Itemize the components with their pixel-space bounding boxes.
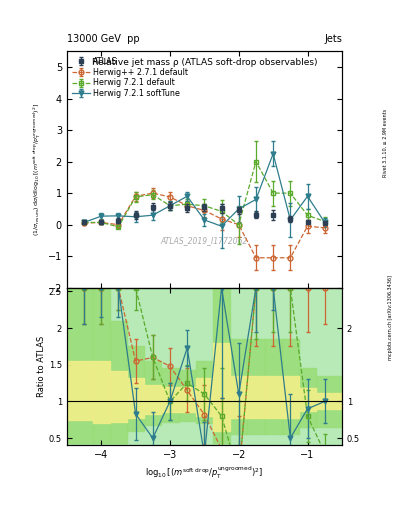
Text: mcplots.cern.ch [arXiv:1306.3436]: mcplots.cern.ch [arXiv:1306.3436]	[388, 275, 393, 360]
Text: Relative jet mass ρ (ATLAS soft-drop observables): Relative jet mass ρ (ATLAS soft-drop obs…	[92, 58, 317, 67]
Legend: ATLAS, Herwig++ 2.7.1 default, Herwig 7.2.1 default, Herwig 7.2.1 softTune: ATLAS, Herwig++ 2.7.1 default, Herwig 7.…	[71, 55, 190, 100]
Y-axis label: $(1/\sigma_{\mathrm{resum}})$ $\mathrm{d}\sigma/\mathrm{d}\log_{10}[(m^{\mathrm{: $(1/\sigma_{\mathrm{resum}})$ $\mathrm{d…	[32, 103, 43, 236]
Y-axis label: Ratio to ATLAS: Ratio to ATLAS	[37, 336, 46, 397]
Text: 13000 GeV  pp: 13000 GeV pp	[67, 33, 140, 44]
Text: ATLAS_2019_I1772062: ATLAS_2019_I1772062	[161, 236, 248, 245]
X-axis label: $\log_{10}[(m^{\mathrm{soft\ drop}}/p_\mathrm{T}^{\mathrm{ungroomed}})^2]$: $\log_{10}[(m^{\mathrm{soft\ drop}}/p_\m…	[145, 464, 263, 481]
Text: Rivet 3.1.10, ≥ 2.9M events: Rivet 3.1.10, ≥ 2.9M events	[383, 109, 387, 178]
Text: Jets: Jets	[324, 33, 342, 44]
